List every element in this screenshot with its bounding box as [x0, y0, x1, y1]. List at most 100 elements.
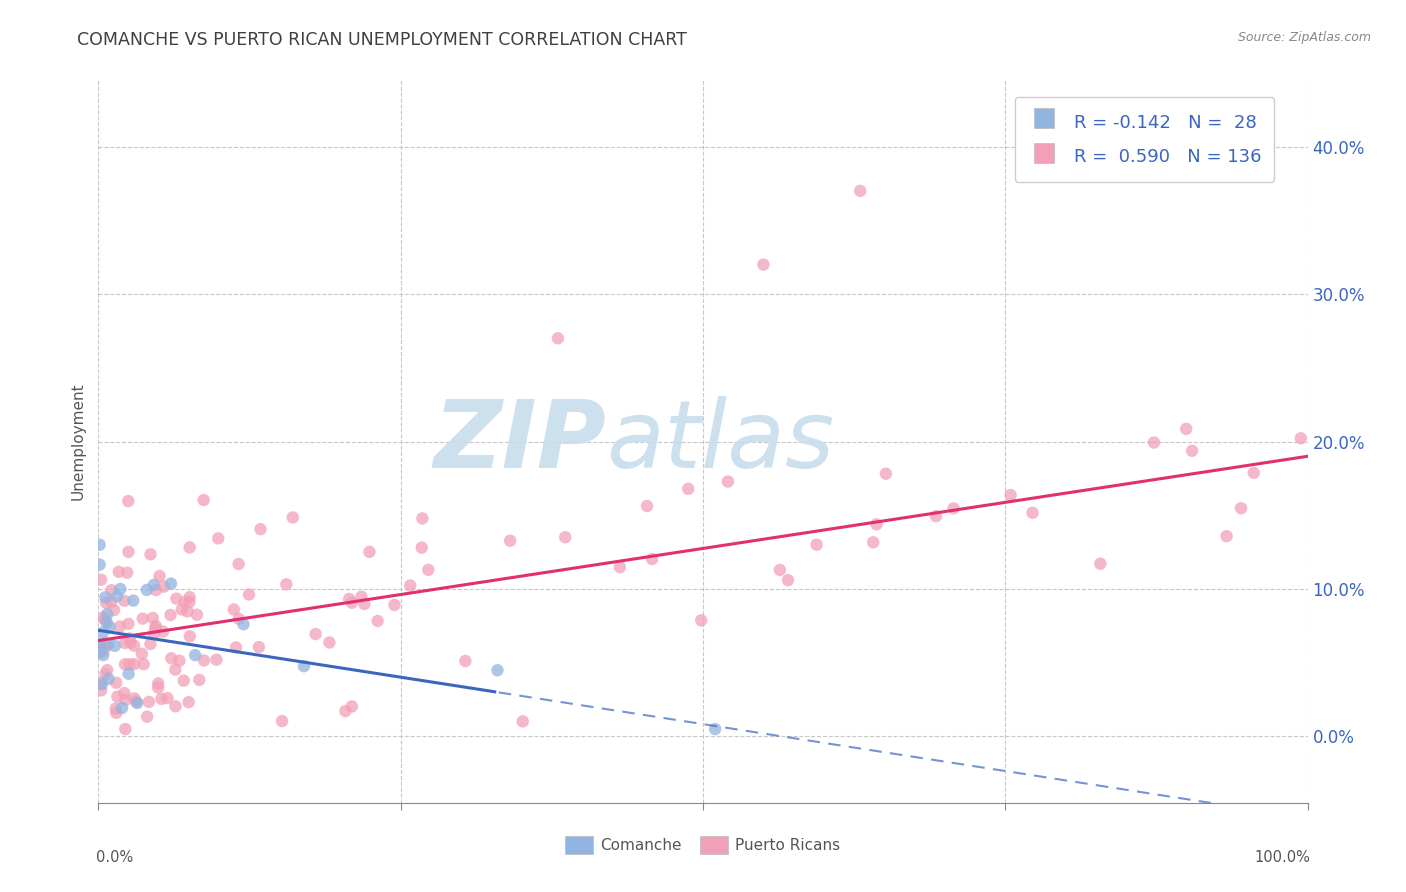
- Point: [118, 666, 141, 681]
- Point: [97, 637, 120, 651]
- Point: [418, 563, 440, 577]
- Point: [337, 591, 360, 606]
- Point: [90, 645, 112, 659]
- Point: [89, 637, 111, 651]
- Point: [105, 675, 128, 690]
- Point: [335, 704, 357, 718]
- Point: [173, 673, 195, 688]
- Point: [90, 677, 112, 691]
- Point: [186, 607, 208, 622]
- Point: [145, 619, 167, 633]
- Point: [111, 701, 134, 715]
- Point: [1021, 506, 1043, 520]
- Point: [145, 582, 167, 597]
- Point: [112, 593, 135, 607]
- Point: [104, 639, 127, 653]
- Point: [609, 560, 631, 574]
- Point: [118, 632, 141, 646]
- Point: [1054, 169, 1077, 183]
- Point: [641, 552, 664, 566]
- Point: [173, 595, 195, 609]
- Point: [160, 651, 183, 665]
- Point: [184, 648, 207, 662]
- Point: [89, 558, 111, 572]
- Point: [94, 640, 117, 655]
- Point: [554, 530, 576, 544]
- Point: [89, 638, 111, 652]
- Point: [1175, 422, 1198, 436]
- Point: [90, 573, 112, 587]
- Point: [276, 577, 298, 591]
- Point: [179, 541, 201, 555]
- Point: [160, 576, 183, 591]
- Point: [114, 657, 136, 672]
- Point: [205, 653, 228, 667]
- Point: [122, 657, 145, 672]
- Point: [636, 499, 658, 513]
- Point: [105, 690, 128, 704]
- Point: [228, 612, 250, 626]
- Point: [865, 517, 887, 532]
- Text: Source: ZipAtlas.com: Source: ZipAtlas.com: [1237, 31, 1371, 45]
- Point: [139, 547, 162, 561]
- Point: [97, 672, 120, 686]
- Point: [179, 590, 201, 604]
- Point: [1230, 501, 1253, 516]
- Point: [148, 676, 170, 690]
- Point: [340, 596, 363, 610]
- Point: [676, 482, 699, 496]
- Point: [367, 614, 389, 628]
- Point: [138, 695, 160, 709]
- Point: [177, 695, 200, 709]
- Point: [1090, 557, 1112, 571]
- Point: [105, 706, 128, 720]
- Point: [132, 657, 155, 672]
- Point: [91, 625, 114, 640]
- Point: [114, 722, 136, 736]
- Point: [114, 636, 136, 650]
- Point: [238, 587, 260, 601]
- Legend: Comanche, Puerto Ricans: Comanche, Puerto Ricans: [560, 830, 846, 860]
- Point: [769, 563, 792, 577]
- Point: [179, 629, 201, 643]
- Point: [142, 578, 165, 592]
- Point: [127, 696, 149, 710]
- Point: [176, 604, 198, 618]
- Point: [94, 613, 117, 627]
- Point: [131, 647, 153, 661]
- Point: [148, 569, 170, 583]
- Point: [107, 565, 129, 579]
- Point: [96, 615, 118, 630]
- Point: [89, 538, 111, 552]
- Point: [207, 532, 229, 546]
- Point: [122, 593, 145, 607]
- Point: [136, 709, 159, 723]
- Point: [454, 654, 477, 668]
- Point: [115, 566, 138, 580]
- Point: [1243, 466, 1265, 480]
- Point: [94, 596, 117, 610]
- Point: [486, 663, 509, 677]
- Point: [114, 693, 136, 707]
- Point: [222, 602, 245, 616]
- Point: [122, 639, 145, 653]
- Point: [1143, 435, 1166, 450]
- Point: [132, 612, 155, 626]
- Point: [353, 597, 375, 611]
- Point: [143, 622, 166, 636]
- Point: [142, 611, 165, 625]
- Point: [225, 640, 247, 655]
- Point: [547, 331, 569, 345]
- Point: [98, 620, 121, 634]
- Point: [1215, 529, 1237, 543]
- Point: [752, 258, 775, 272]
- Point: [89, 645, 111, 659]
- Point: [96, 607, 118, 622]
- Point: [704, 722, 727, 736]
- Point: [150, 692, 173, 706]
- Point: [135, 582, 157, 597]
- Point: [152, 624, 174, 639]
- Point: [117, 616, 139, 631]
- Point: [292, 659, 315, 673]
- Point: [146, 681, 169, 695]
